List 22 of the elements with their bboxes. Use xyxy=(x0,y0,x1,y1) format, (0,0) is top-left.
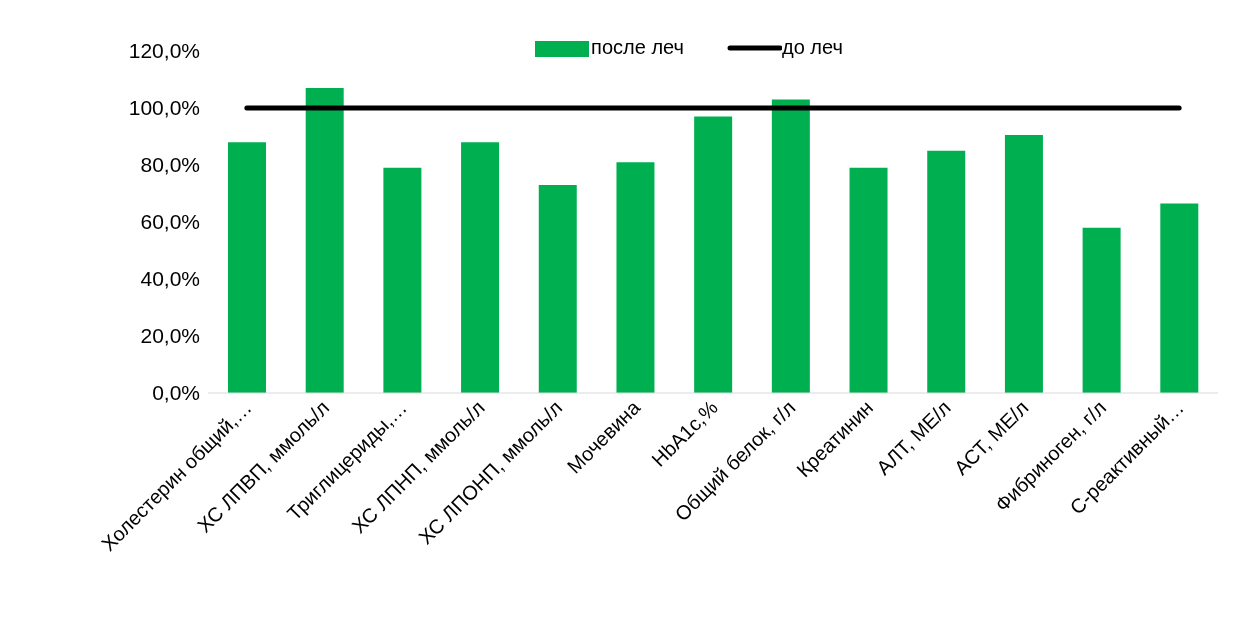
y-tick-label: 120,0% xyxy=(128,39,200,63)
y-tick-label: 20,0% xyxy=(140,324,200,348)
bar xyxy=(771,99,810,393)
bar xyxy=(305,88,344,393)
y-tick-label: 40,0% xyxy=(140,267,200,291)
bar xyxy=(927,150,966,393)
bar xyxy=(1004,135,1043,393)
bar xyxy=(228,142,266,393)
y-tick-label: 100,0% xyxy=(128,96,200,120)
bar xyxy=(538,184,577,393)
legend-label: после леч xyxy=(591,36,684,59)
bar xyxy=(616,162,655,393)
bar xyxy=(849,167,888,393)
bar xyxy=(1160,203,1199,393)
y-tick-label: 0,0% xyxy=(152,381,200,405)
legend-label: до леч xyxy=(781,36,843,59)
bar xyxy=(461,142,500,393)
bar xyxy=(383,167,422,393)
y-tick-label: 80,0% xyxy=(140,153,200,177)
y-tick-label: 60,0% xyxy=(140,210,200,234)
bar xyxy=(694,116,733,393)
bar xyxy=(1082,227,1121,393)
